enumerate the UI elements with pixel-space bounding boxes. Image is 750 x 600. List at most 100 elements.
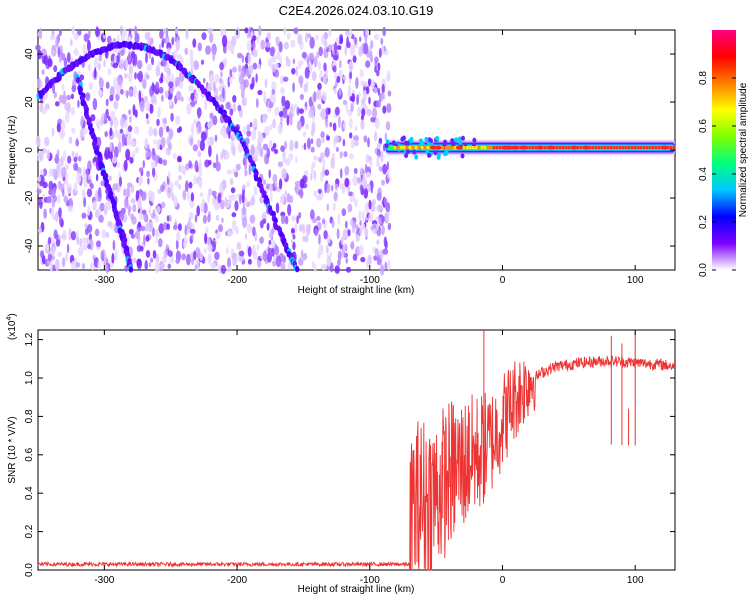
noise-blob bbox=[92, 200, 98, 210]
trace-blob bbox=[78, 88, 83, 96]
colorbar-gradient bbox=[712, 30, 736, 270]
noise-blob bbox=[336, 76, 341, 83]
signal-spread bbox=[454, 137, 459, 143]
noise-blob bbox=[204, 98, 208, 111]
noise-blob bbox=[370, 79, 375, 90]
noise-blob bbox=[344, 45, 348, 56]
noise-blob bbox=[370, 185, 373, 194]
noise-blob bbox=[100, 180, 106, 187]
noise-blob bbox=[144, 260, 148, 271]
noise-blob bbox=[300, 249, 304, 258]
noise-blob bbox=[77, 99, 80, 108]
noise-blob bbox=[313, 190, 318, 197]
noise-blob bbox=[61, 257, 66, 268]
noise-blob bbox=[86, 224, 93, 233]
signal-core bbox=[615, 146, 619, 150]
noise-blob bbox=[374, 66, 377, 73]
noise-blob bbox=[341, 249, 345, 258]
noise-blob bbox=[155, 253, 160, 264]
noise-blob bbox=[372, 107, 378, 119]
signal-core bbox=[399, 146, 403, 150]
noise-blob bbox=[241, 87, 245, 100]
noise-blob bbox=[328, 27, 332, 38]
noise-blob bbox=[349, 61, 353, 71]
noise-blob bbox=[73, 48, 79, 56]
noise-blob bbox=[120, 49, 125, 56]
noise-blob bbox=[374, 248, 379, 257]
signal-core bbox=[441, 146, 445, 150]
x-tick-label: 100 bbox=[627, 575, 644, 586]
noise-blob bbox=[177, 174, 182, 181]
noise-blob bbox=[147, 177, 150, 185]
noise-blob bbox=[310, 129, 314, 137]
signal-core bbox=[657, 146, 661, 150]
spectrogram-traces bbox=[36, 40, 300, 273]
noise-blob bbox=[358, 210, 362, 221]
noise-blob bbox=[89, 262, 96, 271]
noise-blob bbox=[161, 122, 167, 130]
snr-y-axis-label: SNR (10 * V/V) bbox=[7, 416, 18, 483]
noise-blob bbox=[112, 239, 116, 251]
noise-blob bbox=[41, 48, 47, 57]
noise-blob bbox=[358, 46, 363, 57]
noise-blob bbox=[75, 262, 81, 268]
noise-blob bbox=[250, 144, 255, 156]
noise-blob bbox=[283, 41, 289, 50]
noise-blob bbox=[321, 218, 326, 225]
noise-blob bbox=[67, 155, 72, 164]
noise-blob bbox=[148, 262, 152, 268]
noise-blob bbox=[214, 251, 220, 261]
noise-blob bbox=[104, 112, 107, 125]
noise-blob bbox=[249, 122, 253, 128]
noise-blob bbox=[76, 29, 82, 36]
noise-blob bbox=[381, 179, 385, 186]
noise-blob bbox=[298, 212, 302, 219]
noise-blob bbox=[359, 69, 364, 78]
signal-spread bbox=[385, 139, 390, 145]
noise-blob bbox=[61, 166, 67, 178]
signal-spread bbox=[418, 138, 423, 144]
noise-blob bbox=[324, 39, 328, 51]
signal-core bbox=[465, 146, 469, 150]
noise-blob bbox=[117, 74, 122, 86]
noise-blob bbox=[77, 155, 82, 162]
noise-blob bbox=[289, 139, 294, 152]
noise-blob bbox=[162, 250, 166, 263]
noise-blob bbox=[200, 59, 205, 65]
noise-blob bbox=[124, 197, 128, 209]
noise-blob bbox=[52, 245, 55, 257]
y-tick-label: -40 bbox=[24, 238, 35, 253]
noise-blob bbox=[342, 243, 348, 252]
y-tick-label: 1.2 bbox=[24, 332, 35, 346]
noise-blob bbox=[189, 137, 194, 146]
noise-blob bbox=[207, 214, 211, 223]
noise-blob bbox=[96, 240, 101, 248]
noise-blob bbox=[309, 36, 315, 49]
noise-blob bbox=[290, 228, 295, 234]
noise-blob bbox=[364, 202, 370, 214]
noise-blob bbox=[344, 220, 348, 229]
noise-blob bbox=[132, 204, 137, 213]
colorbar-ticks: 0.0 0.2 0.4 0.6 0.8 bbox=[698, 71, 736, 277]
noise-blob bbox=[86, 39, 91, 52]
signal-core bbox=[531, 146, 535, 150]
noise-blob bbox=[324, 147, 330, 158]
noise-blob bbox=[136, 258, 142, 270]
noise-blob bbox=[99, 202, 105, 212]
noise-blob bbox=[308, 52, 315, 60]
noise-blob bbox=[203, 78, 206, 83]
noise-blob bbox=[221, 217, 224, 224]
noise-blob bbox=[178, 184, 182, 190]
signal-core bbox=[444, 146, 448, 150]
noise-blob bbox=[384, 213, 389, 222]
noise-blob bbox=[295, 155, 298, 164]
noise-blob bbox=[221, 148, 226, 157]
noise-blob bbox=[105, 98, 109, 107]
noise-blob bbox=[109, 110, 116, 121]
noise-blob bbox=[126, 90, 129, 99]
noise-blob bbox=[160, 72, 164, 82]
noise-blob bbox=[308, 60, 312, 72]
noise-blob bbox=[208, 188, 213, 197]
noise-blob bbox=[387, 70, 391, 80]
noise-blob bbox=[169, 255, 175, 264]
